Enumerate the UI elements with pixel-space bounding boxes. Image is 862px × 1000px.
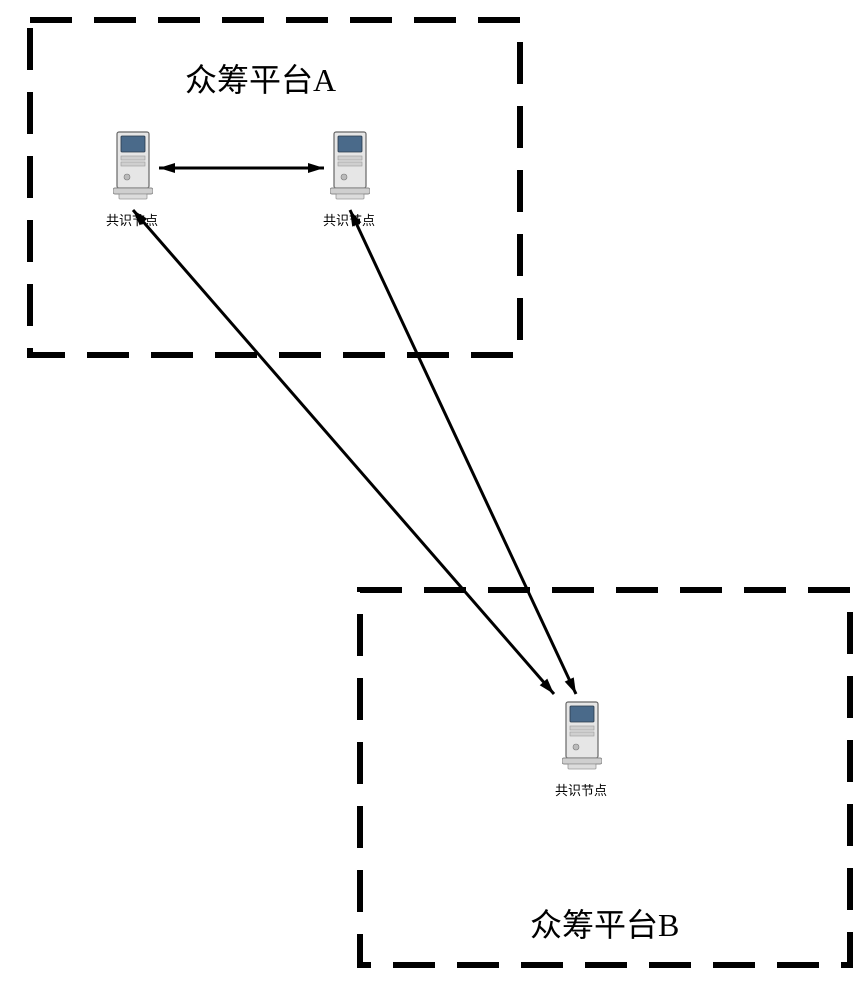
consensus-node-a1 xyxy=(113,130,153,202)
consensus-node-a2 xyxy=(330,130,370,202)
platform-b-title: 众筹平台B xyxy=(530,900,679,946)
consensus-node-a2-label: 共识节点 xyxy=(323,210,375,229)
platform-a-title: 众筹平台A xyxy=(185,55,336,101)
consensus-node-a1-label: 共识节点 xyxy=(106,210,158,229)
consensus-node-b1-label: 共识节点 xyxy=(555,780,607,799)
consensus-node-b1 xyxy=(562,700,602,772)
diagram-canvas: 众筹平台A 众筹平台B 共识节点 共识节点 共识节点 xyxy=(0,0,862,1000)
